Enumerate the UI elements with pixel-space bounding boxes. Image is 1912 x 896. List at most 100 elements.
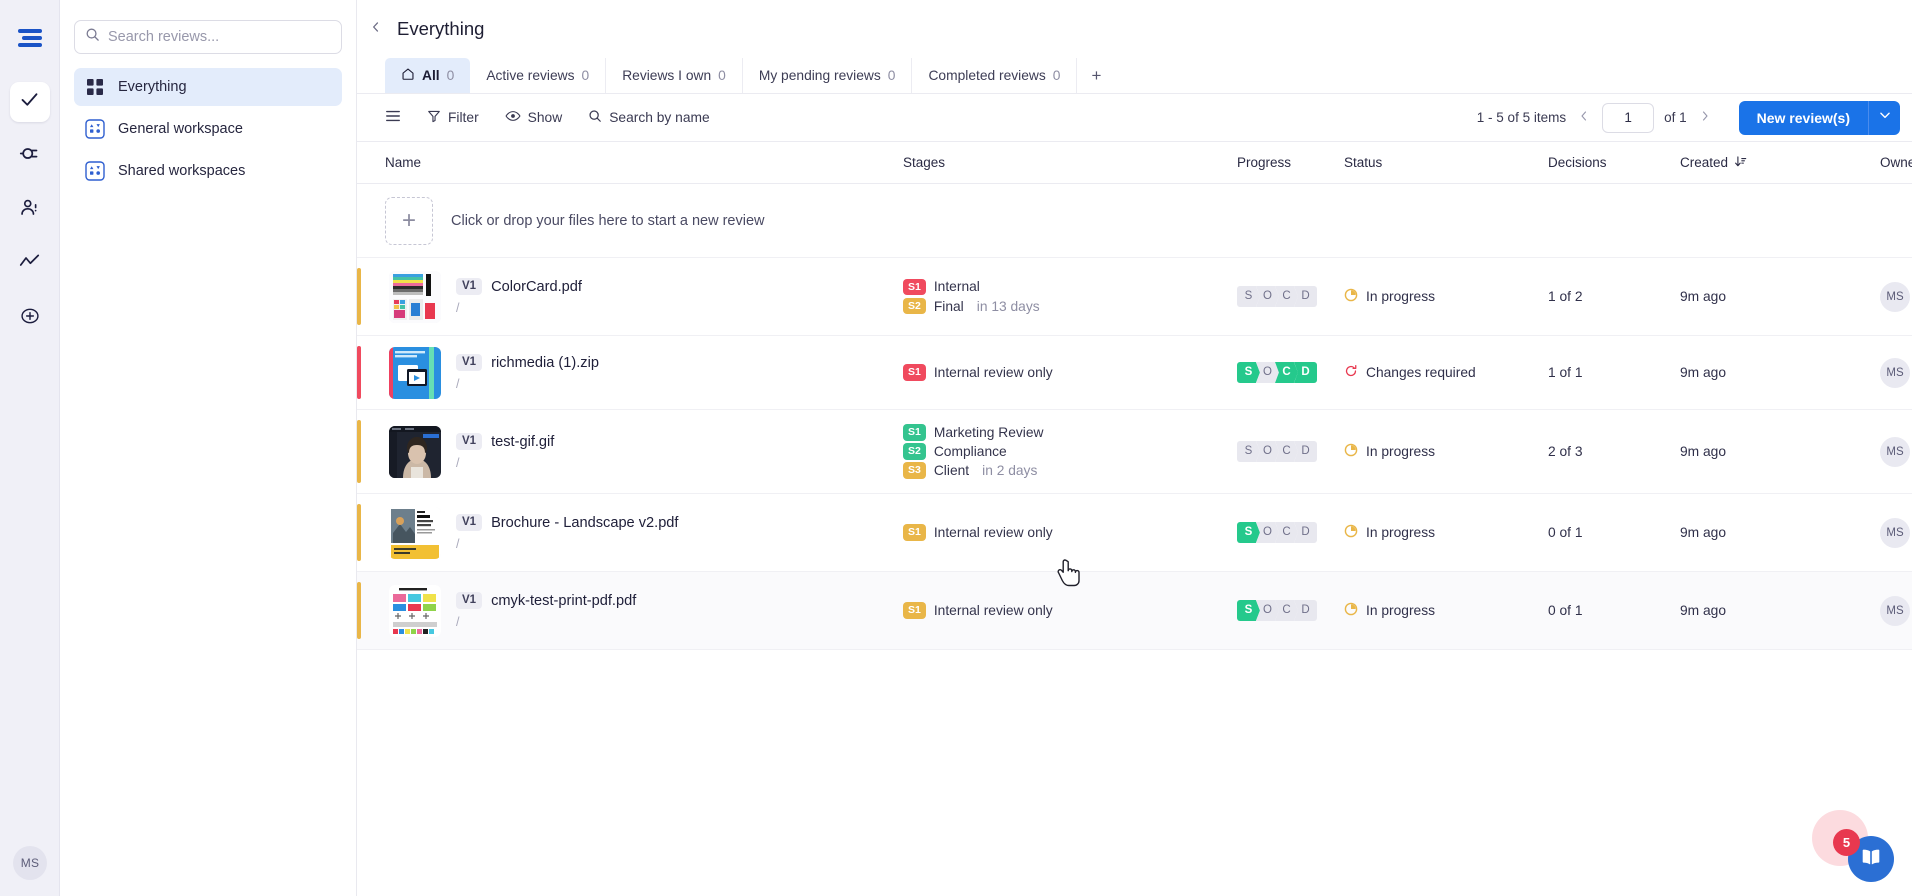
people-icon xyxy=(19,197,40,223)
progress-step-c: C xyxy=(1275,362,1298,383)
new-review-dropdown-button[interactable] xyxy=(1868,100,1900,135)
back-button[interactable] xyxy=(363,16,389,42)
user-avatar[interactable]: MS xyxy=(13,846,47,880)
cell-owner: MS xyxy=(1880,357,1912,388)
file-path: / xyxy=(456,301,460,316)
progress-step-d: D xyxy=(1294,286,1317,307)
rail-item-reviews[interactable] xyxy=(9,82,50,122)
column-header-owner[interactable]: Owne xyxy=(1880,155,1912,170)
stage-name: Internal xyxy=(933,279,980,295)
tab-active-reviews[interactable]: Active reviews 0 xyxy=(470,58,607,93)
table-row[interactable]: V1 Brochure - Landscape v2.pdf / S1 Inte… xyxy=(357,494,1912,572)
cell-stages: S1 Internal S2 Final in 13 days xyxy=(903,276,1237,317)
search-input[interactable] xyxy=(108,29,331,45)
file-thumbnail[interactable] xyxy=(389,346,441,399)
prev-page-button[interactable] xyxy=(1576,109,1592,126)
rail-item-add[interactable] xyxy=(10,298,50,338)
file-dropzone[interactable]: + Click or drop your files here to start… xyxy=(357,184,1912,258)
list-view-button[interactable] xyxy=(385,103,414,133)
table-toolbar: Filter Show Search by name 1 - 5 of 5 it… xyxy=(357,94,1912,142)
list-view-icon xyxy=(385,108,401,127)
file-name[interactable]: richmedia (1).zip xyxy=(491,354,599,371)
table-row[interactable]: V1 test-gif.gif / S1 Marketing Review S2… xyxy=(357,410,1912,494)
rail-item-analytics[interactable] xyxy=(10,244,50,284)
column-header-status[interactable]: Status xyxy=(1344,155,1383,170)
search-by-name-button[interactable]: Search by name xyxy=(575,103,722,133)
stage-item: S1 Marketing Review xyxy=(903,424,1237,441)
page-title: Everything xyxy=(397,18,485,39)
rail-item-people[interactable] xyxy=(10,190,50,230)
book-icon xyxy=(1859,845,1883,874)
cell-created: 9m ago xyxy=(1680,289,1727,304)
cell-created: 9m ago xyxy=(1680,525,1727,540)
file-thumbnail[interactable] xyxy=(389,270,441,323)
file-thumbnail[interactable] xyxy=(389,425,441,478)
file-name[interactable]: ColorCard.pdf xyxy=(491,278,582,295)
cell-name: V1 ColorCard.pdf / xyxy=(385,270,903,323)
cell-created: 9m ago xyxy=(1680,603,1727,618)
stage-item: S1 Internal review only xyxy=(903,602,1237,619)
plug-icon xyxy=(19,143,40,169)
stage-badge: S1 xyxy=(903,524,926,541)
stage-badge: S3 xyxy=(903,462,926,479)
workspace-icon xyxy=(85,119,105,139)
progress-step-d: D xyxy=(1294,441,1317,462)
stage-name: Internal review only xyxy=(933,603,1053,618)
column-header-decisions[interactable]: Decisions xyxy=(1548,155,1607,170)
stage-name: Marketing Review xyxy=(933,424,1044,440)
table-row[interactable]: V1 cmyk-test-print-pdf.pdf / S1 Internal… xyxy=(357,572,1912,650)
tab-add-button[interactable]: + xyxy=(1091,65,1102,85)
next-page-button[interactable] xyxy=(1697,109,1713,126)
column-header-name[interactable]: Name xyxy=(385,155,422,170)
sidebar-item-shared-workspaces[interactable]: Shared workspaces xyxy=(74,152,342,190)
cell-decisions: 2 of 3 xyxy=(1548,444,1583,459)
sidebar-item-everything[interactable]: Everything xyxy=(74,68,342,106)
tab-my-pending-reviews[interactable]: My pending reviews 0 xyxy=(743,58,913,93)
cell-progress: S O C D xyxy=(1237,441,1344,462)
dropzone-label: Click or drop your files here to start a… xyxy=(451,212,765,229)
row-status-bar xyxy=(357,420,361,483)
cell-status: In progress xyxy=(1344,524,1548,541)
app-logo-icon[interactable] xyxy=(13,22,47,56)
search-reviews-box[interactable] xyxy=(74,20,342,54)
column-header-progress[interactable]: Progress xyxy=(1237,155,1292,170)
file-name[interactable]: Brochure - Landscape v2.pdf xyxy=(491,514,679,531)
column-header-stages[interactable]: Stages xyxy=(903,155,946,170)
tab-label: Reviews I own xyxy=(622,68,712,83)
stage-badge: S1 xyxy=(903,602,926,619)
version-chip: V1 xyxy=(456,432,483,451)
tab-completed-reviews[interactable]: Completed reviews 0 xyxy=(912,58,1078,93)
page-number-input[interactable]: 1 xyxy=(1602,102,1655,133)
stage-badge: S1 xyxy=(903,278,926,296)
filter-icon xyxy=(427,109,441,126)
progress-step-s: S xyxy=(1237,522,1260,543)
file-name[interactable]: test-gif.gif xyxy=(491,433,555,450)
tab-count: 0 xyxy=(1052,68,1061,83)
clock-pie-icon xyxy=(1344,443,1358,460)
cell-decisions: 0 of 1 xyxy=(1548,525,1583,540)
file-thumbnail[interactable] xyxy=(389,584,441,637)
filter-button[interactable]: Filter xyxy=(414,103,492,133)
avatar: MS xyxy=(1880,357,1910,388)
tab-count: 0 xyxy=(718,68,726,83)
column-header-created[interactable]: Created xyxy=(1680,155,1880,171)
new-review-button[interactable]: New review(s) xyxy=(1738,100,1868,135)
show-button[interactable]: Show xyxy=(492,103,576,133)
sidebar-item-general-workspace[interactable]: General workspace xyxy=(74,110,342,148)
search-icon xyxy=(85,27,100,47)
tab-count: 0 xyxy=(887,68,896,83)
file-name[interactable]: cmyk-test-print-pdf.pdf xyxy=(491,592,637,609)
tab-all[interactable]: All 0 xyxy=(385,58,471,93)
tab-reviews-i-own[interactable]: Reviews I own 0 xyxy=(606,58,743,93)
table-row[interactable]: V1 richmedia (1).zip / S1 Internal revie… xyxy=(357,336,1912,410)
cell-status: Changes required xyxy=(1344,364,1548,381)
status-label: In progress xyxy=(1366,444,1436,459)
file-thumbnail[interactable] xyxy=(389,506,441,559)
tab-count: 0 xyxy=(581,68,590,83)
table-row[interactable]: V1 ColorCard.pdf / S1 Internal S2 Final xyxy=(357,258,1912,336)
version-chip: V1 xyxy=(456,591,483,610)
plus-icon[interactable]: + xyxy=(385,196,433,245)
status-label: In progress xyxy=(1366,525,1436,540)
rail-item-connect[interactable] xyxy=(10,136,50,176)
avatar: MS xyxy=(1880,517,1910,548)
